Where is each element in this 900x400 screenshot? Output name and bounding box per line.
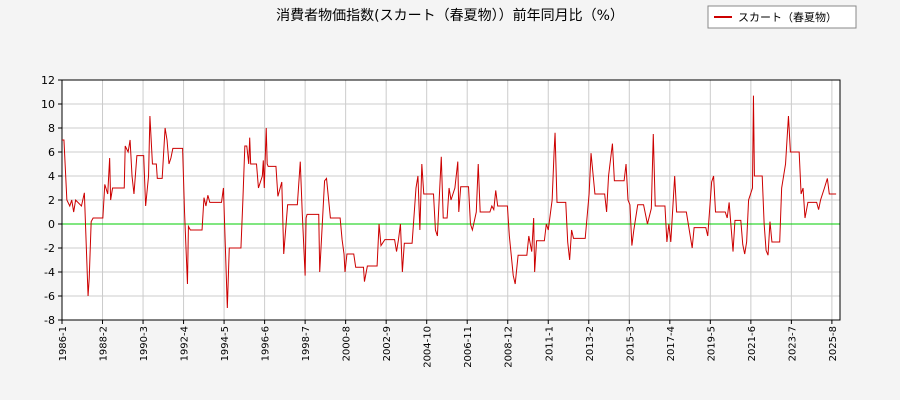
y-tick-label: 6	[48, 146, 55, 159]
plot-frame	[61, 79, 841, 321]
chart-title: 消費者物価指数(スカート（春夏物））前年同月比（%）	[276, 7, 624, 24]
x-tick-label: 1994-5	[220, 326, 231, 361]
x-tick-label: 2006-11	[463, 326, 474, 368]
x-tick-label: 2019-5	[706, 326, 717, 361]
x-tick-label: 2004-10	[423, 326, 434, 368]
x-tick-label: 2008-12	[504, 326, 515, 368]
x-tick-label: 2013-2	[585, 326, 596, 361]
y-tick-label: -8	[44, 314, 55, 327]
y-tick-label: 4	[48, 170, 55, 183]
y-tick-label: 0	[48, 218, 55, 231]
x-tick-label: 2000-8	[342, 326, 353, 361]
y-tick-label: 2	[48, 194, 55, 207]
y-tick-label: 12	[41, 74, 55, 87]
x-tick-label: 1990-3	[139, 326, 150, 361]
x-tick-label: 2021-6	[747, 326, 758, 361]
x-tick-label: 2002-9	[382, 326, 393, 361]
line	[62, 95, 837, 309]
x-tick-label: 2015-3	[625, 326, 636, 361]
x-tick-label: 1992-4	[180, 326, 191, 361]
y-tick-label: -2	[44, 242, 55, 255]
x-tick-label: 1998-7	[301, 326, 312, 361]
x-tick-label: 1986-1	[58, 326, 69, 361]
legend-box	[707, 5, 857, 29]
x-tick-label: 1988-2	[99, 326, 110, 361]
legend-label: スカート（春夏物）	[738, 10, 837, 24]
y-tick-label: 10	[41, 98, 55, 111]
y-tick-label: 8	[48, 122, 55, 135]
x-tick-label: 2011-1	[544, 326, 555, 361]
x-tick-label: 1996-6	[261, 326, 272, 361]
y-tick-label: -4	[44, 266, 55, 279]
x-tick-label: 2025-8	[828, 326, 839, 361]
x-tick-label: 2023-7	[787, 326, 798, 361]
y-tick-label: -6	[44, 290, 55, 303]
x-tick-label: 2017-4	[666, 326, 677, 361]
